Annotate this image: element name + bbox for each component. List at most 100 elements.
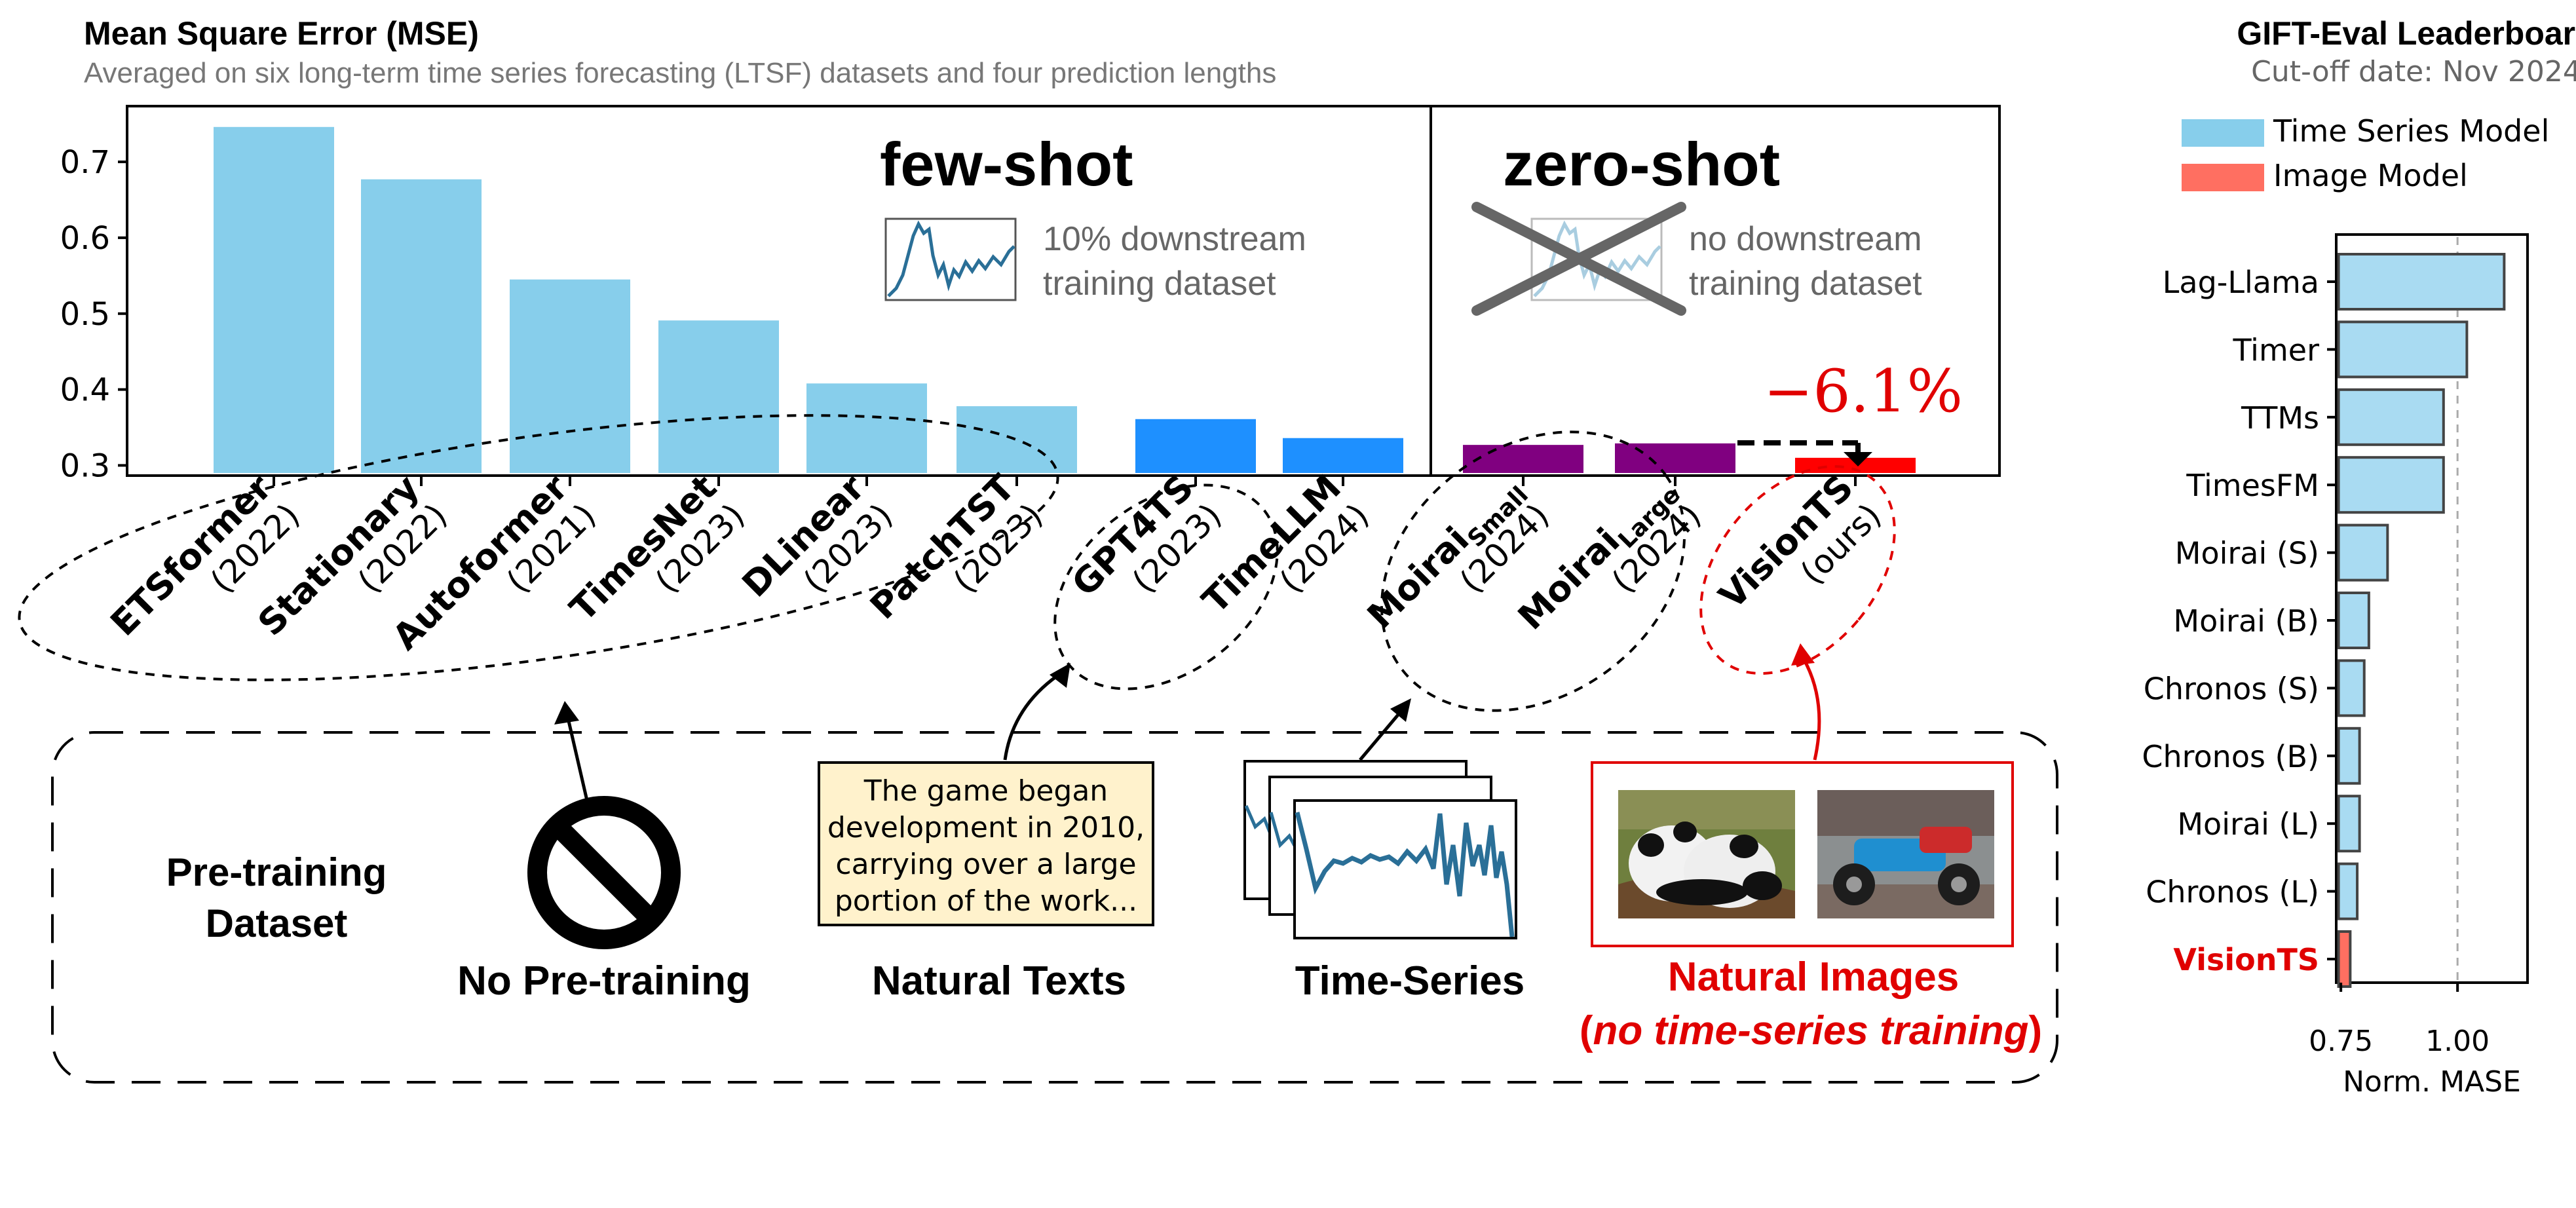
x-axis-ticks <box>273 476 1857 486</box>
gift-label-visionts: VisionTS <box>2173 942 2319 977</box>
few-shot-label: few-shot <box>880 130 1133 198</box>
text-sample-line2: development in 2010, <box>827 811 1145 844</box>
gift-label-chronos-b: Chronos (B) <box>2142 739 2319 774</box>
zero-shot-desc-line2: training dataset <box>1689 265 1922 303</box>
pretraining-title-line1: Pre-training <box>166 850 387 894</box>
gift-bar-timesfm <box>2337 456 2445 514</box>
y-tick-label-0: 0.3 <box>60 447 110 484</box>
cross-line-2 <box>1471 202 1686 316</box>
gift-bar-moirai-b <box>2337 592 2370 649</box>
arrow-ts-stem <box>1359 709 1403 761</box>
natural-images-box <box>1591 761 2014 947</box>
model-label-7: TimeLLM(2024) <box>1194 466 1376 621</box>
gift-bar-lag-llama <box>2337 253 2506 311</box>
arrow-texts-head <box>1050 663 1070 688</box>
gift-bar-moirai-s <box>2337 523 2389 582</box>
ellipse-text-pretrained <box>1053 483 1279 690</box>
group-ellipses <box>18 414 1896 712</box>
gift-xlabel: Norm. MASE <box>2343 1065 2521 1099</box>
y-axis: 0.3 0.4 0.5 0.6 0.7 <box>60 144 127 484</box>
no-pretraining-label: No Pre-training <box>457 958 751 1004</box>
gift-x-tick-label-0: 0.75 <box>2309 1025 2373 1058</box>
arrow-images-head <box>1791 643 1815 666</box>
gift-plot-area: Lag-Llama Timer TTMs TimesFM Moirai (S) Moira… <box>2142 233 2529 1058</box>
y-tick-label-4: 0.7 <box>60 144 110 181</box>
gift-label-timesfm: TimesFM <box>2186 468 2319 503</box>
bar-moirai-small-2024 <box>1463 445 1583 473</box>
bar-etsformer-2022 <box>214 126 334 474</box>
legend-label-time-series-model: Time Series Model <box>2273 113 2549 149</box>
gift-label-timer: Timer <box>2233 332 2320 368</box>
gift-x-tick-label-1: 1.00 <box>2425 1025 2490 1058</box>
bar-dlinear-2023 <box>806 383 927 473</box>
bar-stationary-2022 <box>361 179 482 473</box>
gift-label-moirai-b: Moirai (B) <box>2173 603 2319 639</box>
gift-bar-moirai-l <box>2337 795 2361 853</box>
text-sample-line4: portion of the work... <box>835 884 1137 918</box>
chart-title: Mean Square Error (MSE) <box>84 15 479 52</box>
few-shot-desc-line1: 10% downstream <box>1043 220 1306 258</box>
gift-label-chronos-l: Chronos (L) <box>2146 875 2319 910</box>
bar-timellm-2024 <box>1283 438 1403 473</box>
zero-shot-desc-line1: no downstream <box>1689 220 1922 258</box>
ellipse-visionts <box>1699 465 1896 675</box>
gift-label-ttms: TTMs <box>2241 400 2319 436</box>
prohibited-icon <box>527 796 681 949</box>
gift-label-chronos-s: Chronos (S) <box>2144 671 2319 706</box>
text-sample-line1: The game began <box>863 774 1108 808</box>
pretraining-title-line2: Dataset <box>206 901 348 945</box>
arrow-images-stem <box>1801 656 1821 761</box>
natural-images-label: Natural Images <box>1668 954 1960 1000</box>
gift-x-axis: 0.75 1.00 <box>2309 983 2490 1058</box>
gift-bar-visionts <box>2337 930 2352 988</box>
y-tick-label-2: 0.5 <box>60 296 110 333</box>
legend-label-image-model: Image Model <box>2273 158 2468 193</box>
gift-label-moirai-l: Moirai (L) <box>2177 806 2319 842</box>
plot-frame <box>126 105 2001 477</box>
model-label-5: PatchTST(2023) <box>862 466 1050 627</box>
gift-label-lag-llama: Lag-Llama <box>2163 265 2319 300</box>
atv-image <box>1817 790 1994 918</box>
text-sample-box <box>818 761 1154 926</box>
time-series-label: Time-Series <box>1295 958 1525 1004</box>
mse-bars <box>214 126 1916 474</box>
bar-timesnet-2023 <box>658 320 779 473</box>
y-tick-label-1: 0.4 <box>60 372 110 409</box>
arrow-none-stem <box>565 715 589 801</box>
time-series-stack-icon <box>1243 760 1517 939</box>
text-sample-line3: carrying over a large <box>835 848 1136 881</box>
downstream-series-icon <box>884 217 1017 301</box>
bar-visionts-ours <box>1795 457 1916 473</box>
gift-bar-chronos-s <box>2337 659 2366 717</box>
gift-plot-frame <box>2335 233 2529 984</box>
gift-bar-timer <box>2337 320 2469 379</box>
no-downstream-icon <box>1471 202 1686 316</box>
model-label-6: GPT4TS(2023) <box>1064 466 1229 604</box>
chart-subtitle: Averaged on six long-term time series fo… <box>84 57 1276 89</box>
gift-label-moirai-s: Moirai (S) <box>2175 536 2319 571</box>
arrow-ts-head <box>1390 698 1411 722</box>
ellipse-no-pretraining <box>18 414 1059 681</box>
bar-moirai-large-2024 <box>1615 443 1735 473</box>
arrow-texts-stem <box>1003 670 1064 761</box>
gift-bars: Lag-Llama Timer TTMs TimesFM Moirai (S) Moira… <box>2142 253 2506 988</box>
gift-bar-chronos-b <box>2337 727 2361 785</box>
natural-texts-label: Natural Texts <box>872 958 1126 1004</box>
legend-swatch-image-model <box>2182 164 2264 191</box>
arrow-none-head <box>554 701 579 725</box>
gift-subtitle: Cut-off date: Nov 2024 <box>2251 55 2576 88</box>
gift-title: GIFT-Eval Leaderboard <box>2237 15 2576 52</box>
y-tick-label-3: 0.6 <box>60 220 110 257</box>
bar-autoformer-2021 <box>510 279 630 473</box>
natural-images-note: (no time-series training) <box>1580 1008 2042 1053</box>
model-labels: ETSformer(2022)Stationary(2022)Autoforme… <box>103 466 1889 658</box>
improvement-arrow-head <box>1844 452 1872 466</box>
ellipse-ts-pretrained <box>1380 430 1686 712</box>
pretraining-box <box>51 731 2058 1084</box>
gift-bar-chronos-l <box>2337 862 2359 920</box>
improvement-label: −6.1% <box>1764 357 1963 426</box>
few-shot-desc-line2: training dataset <box>1043 265 1276 303</box>
panda-image <box>1618 790 1795 918</box>
mse-plot-area: 0.3 0.4 0.5 0.6 0.7 <box>60 105 2001 486</box>
